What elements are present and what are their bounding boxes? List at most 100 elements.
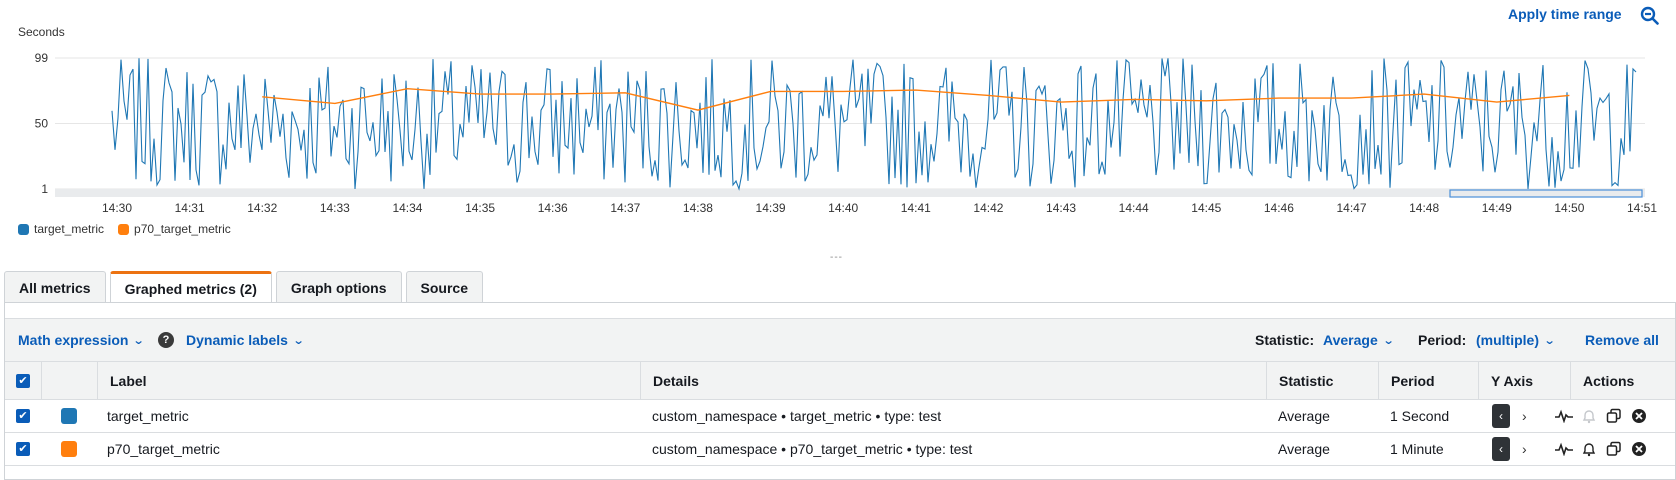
y-axis-right-button[interactable]: ›	[1522, 441, 1527, 457]
series-p70-target-metric-line	[262, 87, 1570, 111]
column-header-y-axis: Y Axis	[1478, 362, 1570, 399]
metric-details: custom_namespace • target_metric • type:…	[652, 408, 942, 424]
x-tick-label: 14:51	[1627, 201, 1657, 215]
y-axis-left-button[interactable]: ‹	[1492, 404, 1510, 428]
tab-source[interactable]: Source	[405, 271, 483, 303]
y-tick-label: 50	[35, 117, 49, 131]
row-checkbox[interactable]: ✔	[16, 409, 30, 423]
metric-graph-icon[interactable]	[1555, 407, 1573, 425]
remove-icon[interactable]	[1630, 440, 1648, 458]
select-all-checkbox[interactable]: ✔	[16, 373, 30, 388]
y-axis-left-button[interactable]: ‹	[1492, 437, 1510, 461]
tab-graph-options[interactable]: Graph options	[275, 271, 402, 303]
y-axis-right-button[interactable]: ›	[1522, 408, 1527, 424]
chevron-down-icon: ⌄	[133, 334, 146, 347]
metric-graph-icon[interactable]	[1555, 440, 1573, 458]
x-tick-label: 14:37	[610, 201, 640, 215]
metric-period[interactable]: 1 Minute	[1390, 441, 1444, 457]
dynamic-labels-dropdown[interactable]: Dynamic labels ⌄	[186, 332, 305, 348]
remove-all-button[interactable]: Remove all	[1585, 332, 1659, 348]
remove-icon[interactable]	[1630, 407, 1648, 425]
column-header-actions: Actions	[1570, 362, 1675, 399]
dynamic-labels-label: Dynamic labels	[186, 332, 288, 348]
y-tick-label: 1	[41, 182, 48, 196]
x-tick-label: 14:42	[973, 201, 1003, 215]
column-header-period[interactable]: Period	[1378, 362, 1478, 399]
statistic-value: Average	[1323, 332, 1378, 348]
chevron-down-icon: ⌄	[292, 334, 305, 347]
help-icon[interactable]: ?	[158, 332, 174, 348]
legend-item-target-metric[interactable]: target_metric	[18, 222, 104, 236]
apply-time-range-link[interactable]: Apply time range	[1508, 6, 1622, 22]
period-value: (multiple)	[1476, 332, 1539, 348]
chevron-down-icon: ⌄	[1382, 334, 1395, 347]
column-title: Y Axis	[1491, 372, 1534, 389]
x-tick-label: 14:41	[901, 201, 931, 215]
y-axis-title: Seconds	[18, 25, 65, 39]
tab-all-metrics[interactable]: All metrics	[4, 271, 106, 303]
range-selector	[1449, 189, 1643, 198]
x-tick-label: 14:30	[102, 201, 132, 215]
statistic-label: Statistic:	[1255, 332, 1315, 348]
bell-icon[interactable]	[1580, 440, 1598, 458]
x-tick-label: 14:35	[465, 201, 495, 215]
resize-handle[interactable]: ---	[830, 252, 843, 263]
x-tick-label: 14:43	[1046, 201, 1076, 215]
column-header-label[interactable]: Label	[97, 362, 640, 399]
graphed-metrics-panel: Math expression ⌄ ? Dynamic labels ⌄ Sta…	[4, 302, 1676, 480]
statistic-dropdown[interactable]: Average ⌄	[1323, 332, 1395, 348]
bell-icon[interactable]	[1580, 407, 1598, 425]
legend-swatch	[18, 223, 29, 235]
column-header-details[interactable]: Details	[640, 362, 1266, 399]
table-header: ✔ Label Details Statistic Period Y Axis …	[5, 362, 1675, 400]
x-tick-label: 14:46	[1264, 201, 1294, 215]
x-tick-label: 14:45	[1191, 201, 1221, 215]
zoom-out-icon[interactable]	[1640, 6, 1660, 26]
x-tick-label: 14:36	[538, 201, 568, 215]
color-swatch[interactable]	[61, 441, 77, 457]
x-tick-label: 14:38	[683, 201, 713, 215]
tab-graphed-metrics[interactable]: Graphed metrics (2)	[109, 271, 272, 304]
metrics-tabs: All metrics Graphed metrics (2) Graph op…	[4, 271, 483, 304]
x-tick-label: 14:48	[1409, 201, 1439, 215]
x-tick-label: 14:40	[828, 201, 858, 215]
legend-item-p70-target-metric[interactable]: p70_target_metric	[118, 222, 231, 236]
column-title: Period	[1391, 372, 1435, 389]
copy-icon[interactable]	[1605, 407, 1623, 425]
metric-label[interactable]: p70_target_metric	[107, 441, 220, 457]
x-tick-label: 14:44	[1119, 201, 1149, 215]
series-target-metric-line	[111, 58, 1637, 191]
x-tick-label: 14:32	[247, 201, 277, 215]
math-expression-label: Math expression	[18, 332, 129, 348]
y-tick-label: 99	[35, 51, 49, 65]
metric-label[interactable]: target_metric	[107, 408, 189, 424]
metric-statistic[interactable]: Average	[1278, 441, 1330, 457]
column-title: Actions	[1583, 372, 1635, 389]
metric-period[interactable]: 1 Second	[1390, 408, 1450, 424]
row-checkbox[interactable]: ✔	[16, 442, 30, 456]
x-tick-label: 14:33	[320, 201, 350, 215]
x-tick-label: 14:31	[175, 201, 205, 215]
table-row: ✔ p70_target_metric custom_namespace • p…	[5, 433, 1675, 466]
metric-details: custom_namespace • p70_target_metric • t…	[652, 441, 973, 457]
column-title: Label	[110, 372, 147, 389]
metric-statistic[interactable]: Average	[1278, 408, 1330, 424]
period-dropdown[interactable]: (multiple) ⌄	[1476, 332, 1556, 348]
legend-label: p70_target_metric	[134, 222, 231, 236]
x-tick-label: 14:34	[392, 201, 422, 215]
x-tick-label: 14:49	[1482, 201, 1512, 215]
metrics-toolbar: Math expression ⌄ ? Dynamic labels ⌄ Sta…	[5, 318, 1675, 362]
period-label: Period:	[1418, 332, 1467, 348]
math-expression-dropdown[interactable]: Math expression ⌄	[18, 332, 146, 348]
metrics-graph: Seconds 99 50 1 14:30 14:31 14:32 14:33 14:34 14:…	[0, 0, 1676, 236]
legend-label: target_metric	[34, 222, 105, 236]
x-tick-label: 14:39	[756, 201, 786, 215]
color-swatch[interactable]	[61, 408, 77, 424]
column-header-statistic[interactable]: Statistic	[1266, 362, 1378, 399]
column-title: Statistic	[1279, 372, 1334, 389]
line-chart[interactable]: Seconds 99 50 1 14:30 14:31 14:32 14:33 14:34 14:…	[0, 0, 1676, 215]
chart-legend: target_metric p70_target_metric	[18, 222, 231, 236]
x-tick-label: 14:47	[1337, 201, 1367, 215]
column-title: Details	[653, 372, 699, 389]
copy-icon[interactable]	[1605, 440, 1623, 458]
